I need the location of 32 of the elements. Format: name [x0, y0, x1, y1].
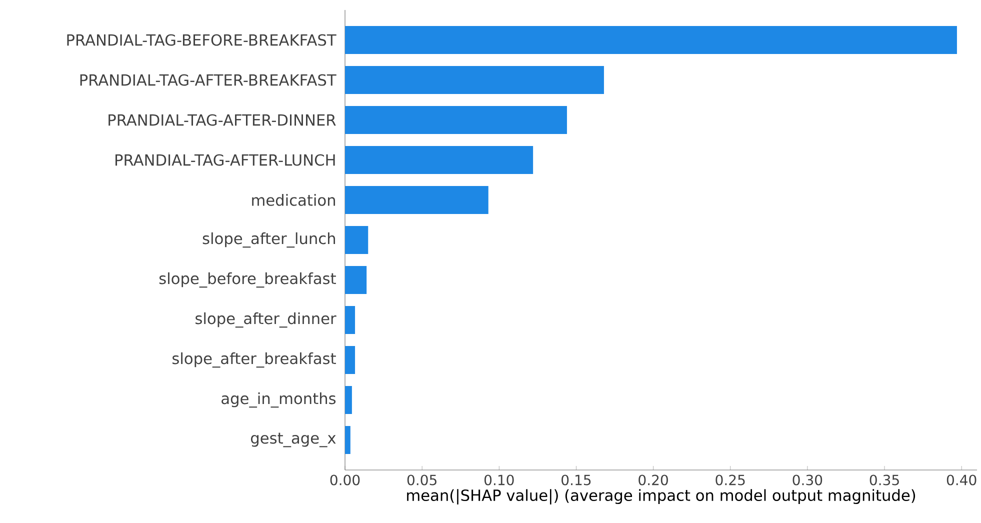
bar	[345, 346, 356, 374]
bar	[345, 226, 368, 254]
x-axis-title: mean(|SHAP value|) (average impact on model output magnitude)	[407, 489, 916, 504]
x-tick-label: 0.15	[562, 474, 591, 486]
y-tick-label: gest_age_x	[250, 432, 336, 448]
x-tick-label: 0.00	[330, 474, 360, 486]
y-tick-label: medication	[252, 194, 335, 206]
x-tick-label: 0.40	[946, 474, 976, 486]
bar	[345, 106, 567, 134]
bar	[345, 26, 957, 54]
bar	[345, 266, 367, 294]
bar	[345, 306, 356, 334]
bar	[345, 146, 534, 174]
y-tick-label: PRANDIAL-TAG-AFTER-DINNER	[108, 114, 336, 126]
y-tick-label: slope_after_breakfast	[172, 352, 336, 368]
y-tick-label: PRANDIAL-TAG-AFTER-BREAKFAST	[80, 74, 336, 86]
bar	[345, 426, 350, 454]
bar	[345, 386, 352, 414]
y-tick-label: PRANDIAL-TAG-BEFORE-BREAKFAST	[67, 34, 336, 46]
y-tick-label: slope_after_dinner	[196, 312, 336, 328]
x-tick-label: 0.30	[792, 474, 822, 486]
x-tick-label: 0.05	[407, 474, 436, 486]
bar	[345, 186, 488, 214]
y-tick-label: age_in_months	[222, 392, 336, 408]
y-tick-label: slope_after_lunch	[202, 232, 335, 248]
bar	[345, 66, 604, 94]
y-tick-label: PRANDIAL-TAG-AFTER-LUNCH	[116, 154, 335, 166]
x-tick-label: 0.35	[870, 474, 899, 486]
x-tick-label: 0.10	[484, 474, 514, 486]
y-tick-label: slope_before_breakfast	[159, 272, 336, 288]
x-tick-label: 0.25	[716, 474, 745, 486]
x-tick-label: 0.20	[638, 474, 668, 486]
